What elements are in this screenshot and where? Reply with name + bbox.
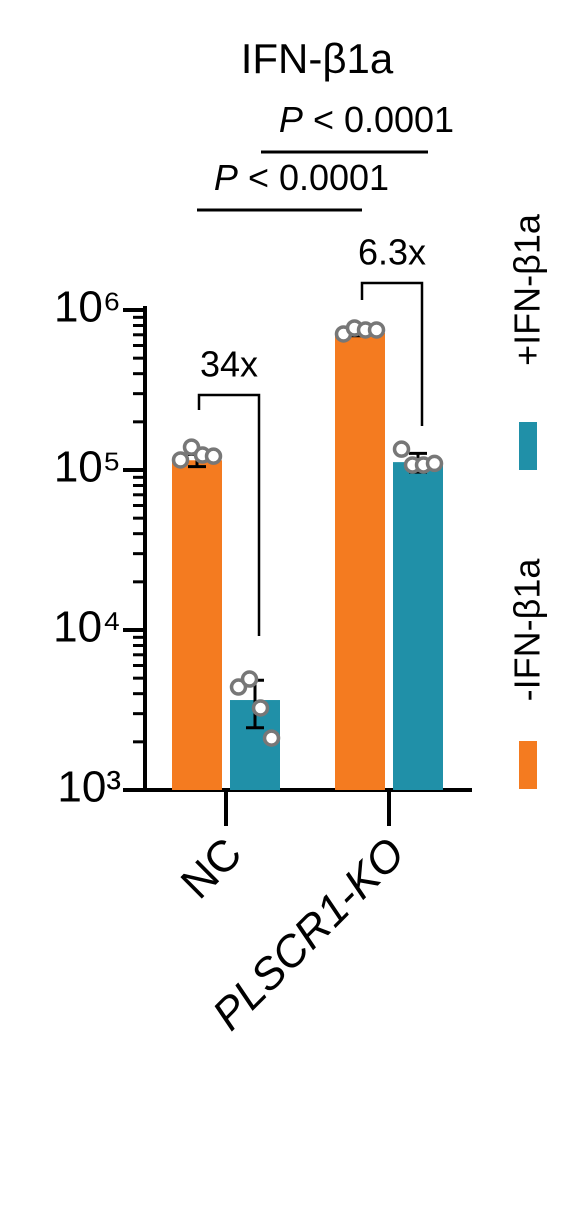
data-point [251,699,270,717]
y-tick-label: 10⁴ [53,603,121,652]
y-tick-label: 10⁶ [54,283,121,332]
data-point [171,451,190,469]
chart-title: IFN-β1a [241,35,394,82]
data-point [229,678,248,696]
bar [172,460,222,790]
bar [335,332,385,790]
p-symbol: P [279,99,303,140]
bar [393,462,443,790]
fold-label: 34x [200,344,258,385]
legend-swatch [519,741,537,789]
data-point [392,440,411,458]
legend-swatch [519,422,537,470]
legend-label: -IFN-β1a [507,558,548,702]
data-point [262,729,281,747]
significance-label: P < 0.0001 [279,99,454,140]
p-symbol: P [214,157,238,198]
x-tick-label: NC [172,829,252,909]
p-value: < 0.0001 [313,99,454,140]
p-value: < 0.0001 [248,157,389,198]
data-point [425,454,444,473]
data-point [240,670,259,688]
legend-label: +IFN-β1a [507,213,548,366]
data-point [204,447,223,465]
fold-bracket [360,281,424,426]
y-tick-label: 10⁵ [54,443,121,492]
fold-label: 6.3x [358,232,426,273]
data-point [367,321,386,339]
significance-label: P < 0.0001 [214,157,389,198]
y-tick-label: 10³ [57,763,121,812]
fold-bracket [197,393,261,636]
